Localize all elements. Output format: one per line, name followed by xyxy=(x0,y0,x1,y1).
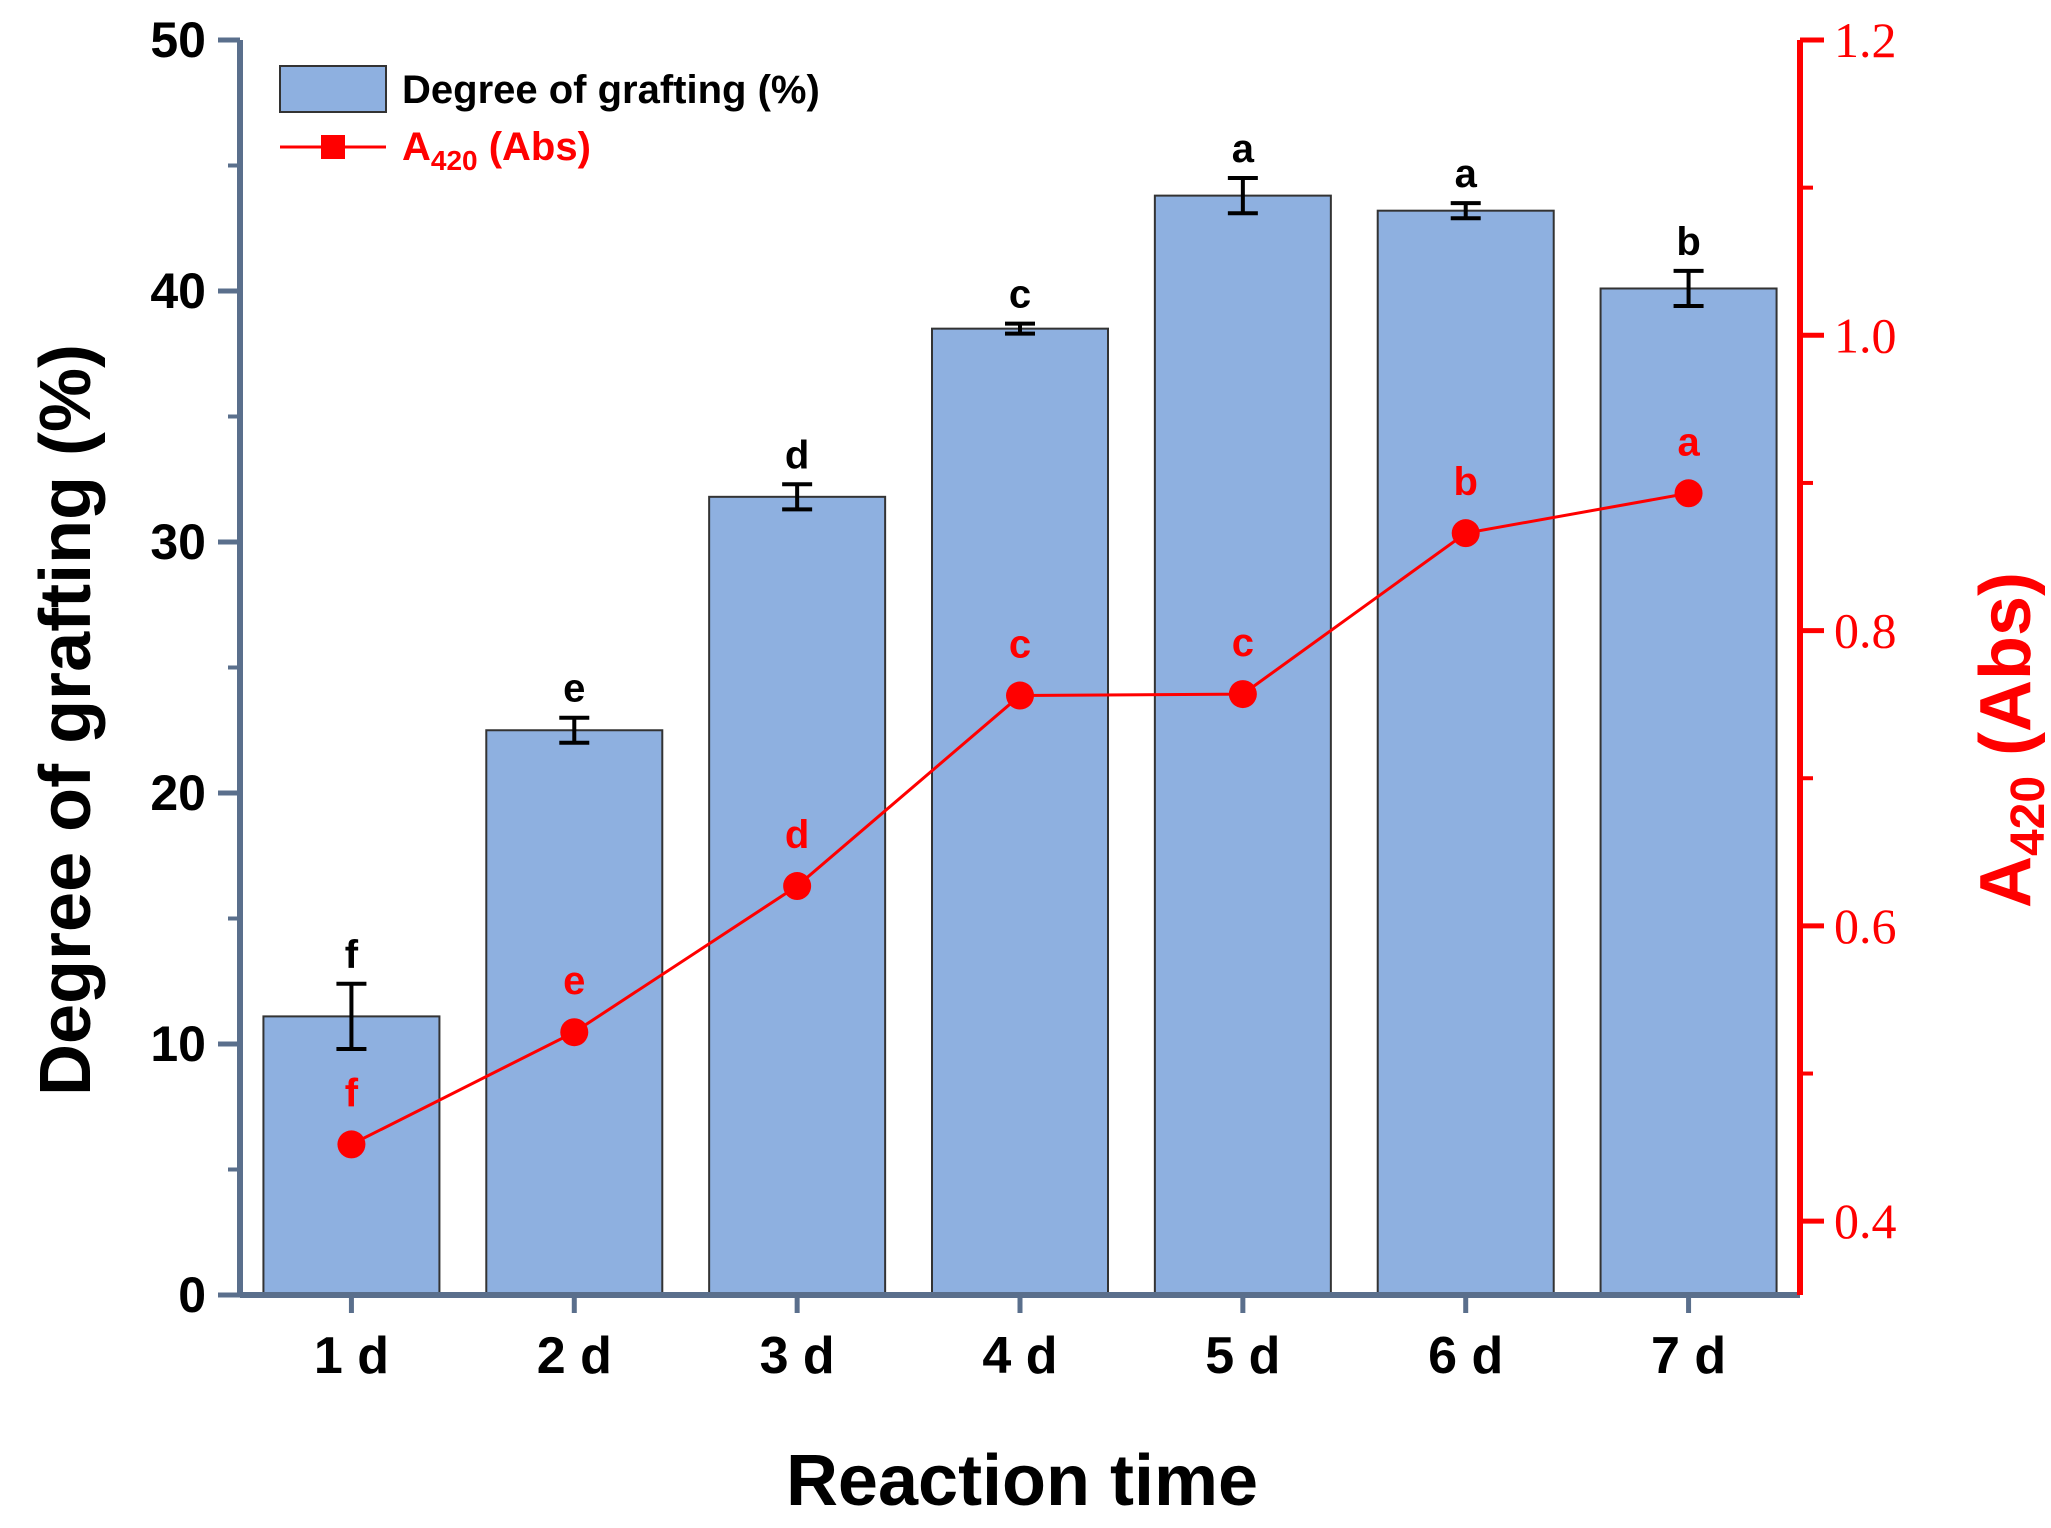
y-axis-title: Degree of grafting (%) xyxy=(26,344,106,1096)
line-point xyxy=(1228,680,1257,709)
y2-title-sub: 420 xyxy=(2002,776,2051,856)
bar-significance-label: a xyxy=(1455,152,1478,196)
legend-line-label-sub: 420 xyxy=(431,145,478,176)
x-tick-label: 2 d xyxy=(537,1327,612,1385)
x-tick-label: 1 d xyxy=(314,1327,389,1385)
line-significance-label: c xyxy=(1009,623,1031,667)
bar-significance-label: e xyxy=(563,667,585,711)
y2-axis-title: A420 (Abs) xyxy=(1966,572,2051,908)
y-tick-label: 40 xyxy=(150,263,206,319)
legend-swatch-bar xyxy=(279,65,387,113)
bar-significance-label: f xyxy=(345,933,359,977)
y2-tick-label: 1.2 xyxy=(1834,12,1897,68)
y-tick-label: 30 xyxy=(150,514,206,570)
y-tick-label: 50 xyxy=(150,12,206,68)
bar-significance-label: a xyxy=(1232,127,1255,171)
y2-tick-label: 0.4 xyxy=(1834,1193,1897,1249)
labels-layer: f e d c a a b f e d c c b a 1 d 2 d 3 d 4 d 5 d 6 d 7 d 0 10 20… xyxy=(150,12,1896,1385)
legend: Degree of grafting (%) A420 (Abs) xyxy=(279,65,820,176)
x-tick-label: 6 d xyxy=(1428,1327,1503,1385)
line-point xyxy=(560,1018,589,1047)
line-significance-label: c xyxy=(1232,621,1254,665)
bar xyxy=(1153,194,1332,1296)
y2-tick-label: 1.0 xyxy=(1834,307,1897,363)
y-tick-label: 0 xyxy=(178,1267,206,1323)
line-significance-label: a xyxy=(1677,420,1700,464)
y-tick-label: 20 xyxy=(150,765,206,821)
x-tick-label: 4 d xyxy=(982,1327,1057,1385)
line-point xyxy=(337,1130,366,1159)
x-tick-label: 3 d xyxy=(760,1327,835,1385)
bar xyxy=(931,327,1109,1296)
line-significance-label: f xyxy=(345,1071,359,1115)
line-point xyxy=(1674,479,1703,508)
legend-label-line: A420 (Abs) xyxy=(402,125,591,176)
bar-significance-label: c xyxy=(1009,273,1031,317)
bar-significance-label: b xyxy=(1676,220,1700,264)
bar-significance-label: d xyxy=(785,433,809,477)
line-point xyxy=(1006,681,1034,710)
line-significance-label: e xyxy=(563,959,585,1003)
bars-layer xyxy=(262,194,1778,1296)
x-tick-label: 7 d xyxy=(1651,1327,1726,1385)
legend-line-label-main: A xyxy=(402,125,431,169)
line-significance-label: b xyxy=(1453,460,1477,504)
y-tick-label: 10 xyxy=(150,1016,206,1072)
bar xyxy=(1376,209,1555,1296)
bar xyxy=(485,729,664,1296)
legend-line-label-rest: (Abs) xyxy=(478,125,591,169)
x-axis-title: Reaction time xyxy=(786,1441,1258,1521)
axes-layer xyxy=(218,37,1824,1313)
legend-line-marker xyxy=(321,135,345,159)
line-significance-label: d xyxy=(785,813,809,857)
x-tick-label: 5 d xyxy=(1205,1327,1280,1385)
legend-label-bar: Degree of grafting (%) xyxy=(402,68,820,112)
line-series-layer xyxy=(337,479,1703,1159)
error-bars-layer xyxy=(336,176,1704,1052)
y2-tick-label: 0.6 xyxy=(1834,898,1897,954)
y2-title-main: A xyxy=(1966,856,2046,908)
line-point xyxy=(783,872,812,901)
line-point xyxy=(1451,519,1480,548)
y2-title-rest: (Abs) xyxy=(1966,572,2046,776)
y2-tick-label: 0.8 xyxy=(1834,603,1897,659)
